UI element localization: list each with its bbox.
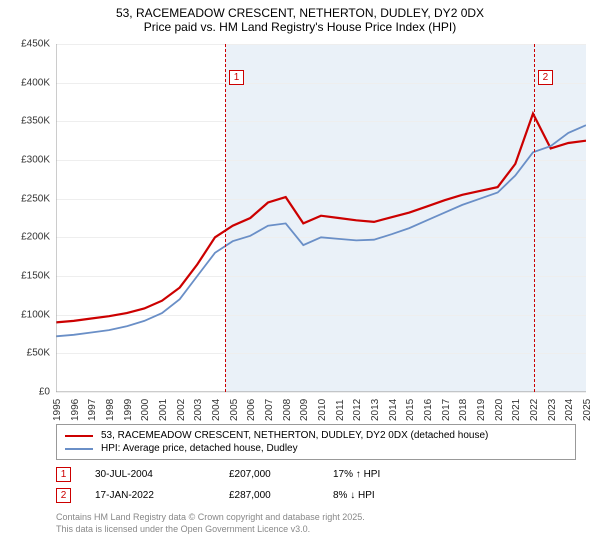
footnote-line-1: Contains HM Land Registry data © Crown c…: [56, 512, 590, 524]
x-axis-label: 1998: [105, 399, 116, 421]
y-axis-label: £200K: [21, 232, 50, 243]
x-axis-label: 1999: [123, 399, 134, 421]
marker-line-1: [225, 44, 226, 392]
x-axis-label: 2017: [441, 399, 452, 421]
y-axis-label: £400K: [21, 77, 50, 88]
x-axis-label: 2003: [193, 399, 204, 421]
series-price_paid: [56, 114, 586, 323]
y-axis-labels: £0£50K£100K£150K£200K£250K£300K£350K£400…: [10, 44, 54, 392]
x-axis-label: 2005: [229, 399, 240, 421]
x-axis-label: 2012: [352, 399, 363, 421]
marker-badge-1: 1: [229, 70, 244, 85]
x-axis-label: 2000: [140, 399, 151, 421]
x-axis-label: 2008: [282, 399, 293, 421]
title-line-2: Price paid vs. HM Land Registry's House …: [10, 20, 590, 34]
x-axis-label: 1997: [87, 399, 98, 421]
x-axis-label: 2010: [317, 399, 328, 421]
y-axis-label: £50K: [27, 348, 50, 359]
footnote: Contains HM Land Registry data © Crown c…: [56, 512, 590, 535]
x-axis-label: 2004: [211, 399, 222, 421]
event-row: 1 30-JUL-2004 £207,000 17% ↑ HPI: [56, 464, 590, 485]
chart-title-block: 53, RACEMEADOW CRESCENT, NETHERTON, DUDL…: [0, 0, 600, 38]
event-row: 2 17-JAN-2022 £287,000 8% ↓ HPI: [56, 485, 590, 506]
marker-badge-2: 2: [538, 70, 553, 85]
x-axis-labels: 1995199619971998199920002001200220032004…: [56, 394, 586, 418]
y-axis-label: £100K: [21, 309, 50, 320]
legend: 53, RACEMEADOW CRESCENT, NETHERTON, DUDL…: [56, 424, 576, 460]
y-axis-label: £450K: [21, 39, 50, 50]
y-axis-label: £300K: [21, 155, 50, 166]
x-axis-label: 2022: [529, 399, 540, 421]
title-line-1: 53, RACEMEADOW CRESCENT, NETHERTON, DUDL…: [10, 6, 590, 20]
x-axis-label: 2020: [494, 399, 505, 421]
legend-swatch: [65, 435, 93, 437]
event-price: £287,000: [229, 490, 309, 501]
event-date: 17-JAN-2022: [95, 490, 205, 501]
x-axis-label: 2013: [370, 399, 381, 421]
x-axis-label: 2018: [458, 399, 469, 421]
x-axis-label: 2002: [176, 399, 187, 421]
x-axis-label: 2006: [246, 399, 257, 421]
x-axis-label: 2021: [511, 399, 522, 421]
line-series-svg: [56, 44, 586, 392]
y-axis-label: £150K: [21, 271, 50, 282]
x-axis-label: 2007: [264, 399, 275, 421]
chart: £0 £50K £100K £150K £200K £250K £300K £350K £400…: [10, 38, 590, 418]
x-axis-label: 1995: [52, 399, 63, 421]
legend-row: HPI: Average price, detached house, Dudl…: [65, 442, 567, 455]
series-hpi: [56, 125, 586, 336]
x-axis-label: 2015: [405, 399, 416, 421]
plot-area: 12: [56, 44, 586, 392]
legend-swatch: [65, 448, 93, 450]
event-delta: 8% ↓ HPI: [333, 490, 453, 501]
x-axis-label: 2025: [582, 399, 593, 421]
event-delta: 17% ↑ HPI: [333, 469, 453, 480]
y-gridline: [56, 392, 586, 393]
y-axis-label: £250K: [21, 193, 50, 204]
legend-label: HPI: Average price, detached house, Dudl…: [101, 443, 298, 454]
y-axis-label: £0: [39, 387, 50, 398]
event-badge: 1: [56, 467, 71, 482]
x-axis-label: 2001: [158, 399, 169, 421]
x-axis-label: 2023: [547, 399, 558, 421]
y-axis-label: £350K: [21, 116, 50, 127]
event-table: 1 30-JUL-2004 £207,000 17% ↑ HPI 2 17-JAN-202…: [56, 464, 590, 506]
x-axis-label: 2024: [564, 399, 575, 421]
event-price: £207,000: [229, 469, 309, 480]
legend-row: 53, RACEMEADOW CRESCENT, NETHERTON, DUDL…: [65, 429, 567, 442]
marker-line-2: [534, 44, 535, 392]
x-axis-label: 2019: [476, 399, 487, 421]
event-date: 30-JUL-2004: [95, 469, 205, 480]
footnote-line-2: This data is licensed under the Open Gov…: [56, 524, 590, 536]
x-axis-label: 2009: [299, 399, 310, 421]
legend-label: 53, RACEMEADOW CRESCENT, NETHERTON, DUDL…: [101, 430, 488, 441]
x-axis-label: 2016: [423, 399, 434, 421]
x-axis-label: 2011: [335, 399, 346, 421]
x-axis-label: 1996: [70, 399, 81, 421]
event-badge: 2: [56, 488, 71, 503]
x-axis-label: 2014: [388, 399, 399, 421]
